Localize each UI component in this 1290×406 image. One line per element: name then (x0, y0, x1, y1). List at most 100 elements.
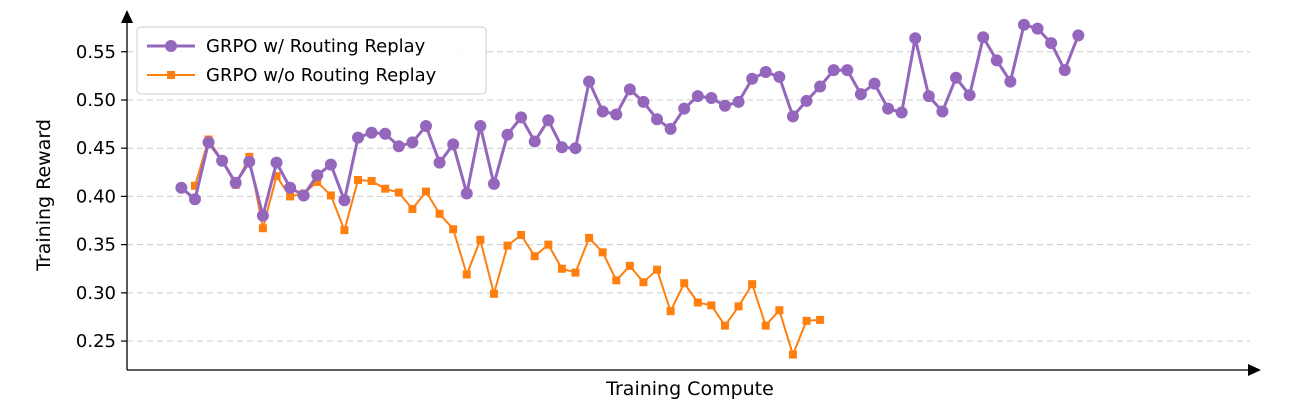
data-point (596, 105, 609, 118)
data-point (748, 280, 757, 289)
data-point (922, 90, 935, 103)
data-point (909, 32, 922, 45)
data-point (406, 136, 419, 149)
data-point (623, 83, 636, 96)
data-point (190, 181, 199, 190)
data-point (664, 122, 677, 135)
data-point (297, 189, 310, 202)
data-point (571, 268, 580, 277)
data-point (555, 141, 568, 154)
data-point (381, 184, 390, 193)
axes (121, 10, 1261, 376)
data-point (610, 108, 623, 121)
data-point (583, 75, 596, 88)
legend-label: GRPO w/ Routing Replay (206, 36, 426, 57)
data-point (1004, 75, 1017, 88)
data-point (598, 248, 607, 257)
data-point (460, 187, 473, 200)
data-point (188, 193, 201, 206)
data-point (449, 225, 458, 234)
data-point (354, 176, 363, 185)
data-point (243, 155, 256, 168)
data-point (311, 169, 324, 182)
data-point (340, 226, 349, 235)
data-point (542, 114, 555, 127)
data-point (326, 191, 335, 200)
data-point (202, 136, 215, 149)
data-point (759, 66, 772, 79)
data-point (707, 301, 716, 310)
data-point (788, 350, 797, 359)
data-point (462, 270, 471, 279)
data-point (678, 102, 691, 115)
data-point (775, 306, 784, 315)
data-point (1017, 18, 1030, 31)
data-point (718, 99, 731, 112)
data-point (637, 95, 650, 108)
data-point (476, 235, 485, 244)
data-point (950, 71, 963, 84)
data-point (841, 64, 854, 77)
y-tick-label: 0.40 (76, 186, 116, 207)
data-point (447, 138, 460, 151)
y-tick-label: 0.55 (76, 42, 116, 63)
y-axis-arrow-icon (121, 10, 133, 23)
data-point (936, 105, 949, 118)
data-point (882, 102, 895, 115)
data-point (854, 88, 867, 101)
data-point (367, 176, 376, 185)
data-point (814, 80, 827, 93)
legend-entry-series-1: GRPO w/ Routing Replay (147, 36, 426, 57)
data-point (732, 95, 745, 108)
data-point (229, 176, 242, 189)
data-point (175, 181, 188, 194)
data-point (651, 113, 664, 126)
data-point (272, 172, 281, 181)
x-axis-arrow-icon (1248, 364, 1261, 376)
legend-label: GRPO w/o Routing Replay (206, 65, 437, 86)
data-point (963, 89, 976, 102)
data-point (379, 127, 392, 140)
series (175, 18, 1085, 359)
data-point (324, 158, 337, 171)
data-point (746, 72, 759, 85)
data-point (693, 298, 702, 307)
data-point (895, 106, 908, 119)
x-axis-label: Training Compute (605, 378, 774, 400)
data-point (503, 241, 512, 250)
data-point (816, 315, 825, 324)
data-point (517, 230, 526, 239)
data-point (435, 209, 444, 218)
data-point (365, 126, 378, 139)
data-point (1045, 37, 1058, 50)
data-point (653, 265, 662, 274)
data-point (800, 94, 813, 107)
data-point (773, 70, 786, 83)
data-point (489, 289, 498, 298)
data-point (827, 64, 840, 77)
data-point (569, 142, 582, 155)
series-1 (175, 18, 1085, 222)
data-point (1058, 64, 1071, 77)
y-tick-label: 0.30 (76, 283, 116, 304)
legend: GRPO w/ Routing Replay GRPO w/o Routing … (136, 26, 487, 95)
data-point (585, 233, 594, 242)
data-point (557, 264, 566, 273)
data-point (421, 187, 430, 196)
data-point (487, 177, 500, 190)
data-point (286, 192, 295, 201)
data-point (802, 316, 811, 325)
legend-box (136, 26, 487, 95)
data-point (530, 252, 539, 261)
data-point (256, 209, 269, 222)
gridlines (127, 51, 1250, 342)
data-point (761, 321, 770, 330)
data-point (868, 77, 881, 90)
data-point (392, 140, 405, 153)
data-point (990, 54, 1003, 67)
y-tick-label: 0.25 (76, 331, 116, 352)
data-point (1031, 22, 1044, 35)
legend-circle-marker-icon (165, 40, 177, 52)
data-point (612, 276, 621, 285)
data-point (705, 92, 718, 105)
